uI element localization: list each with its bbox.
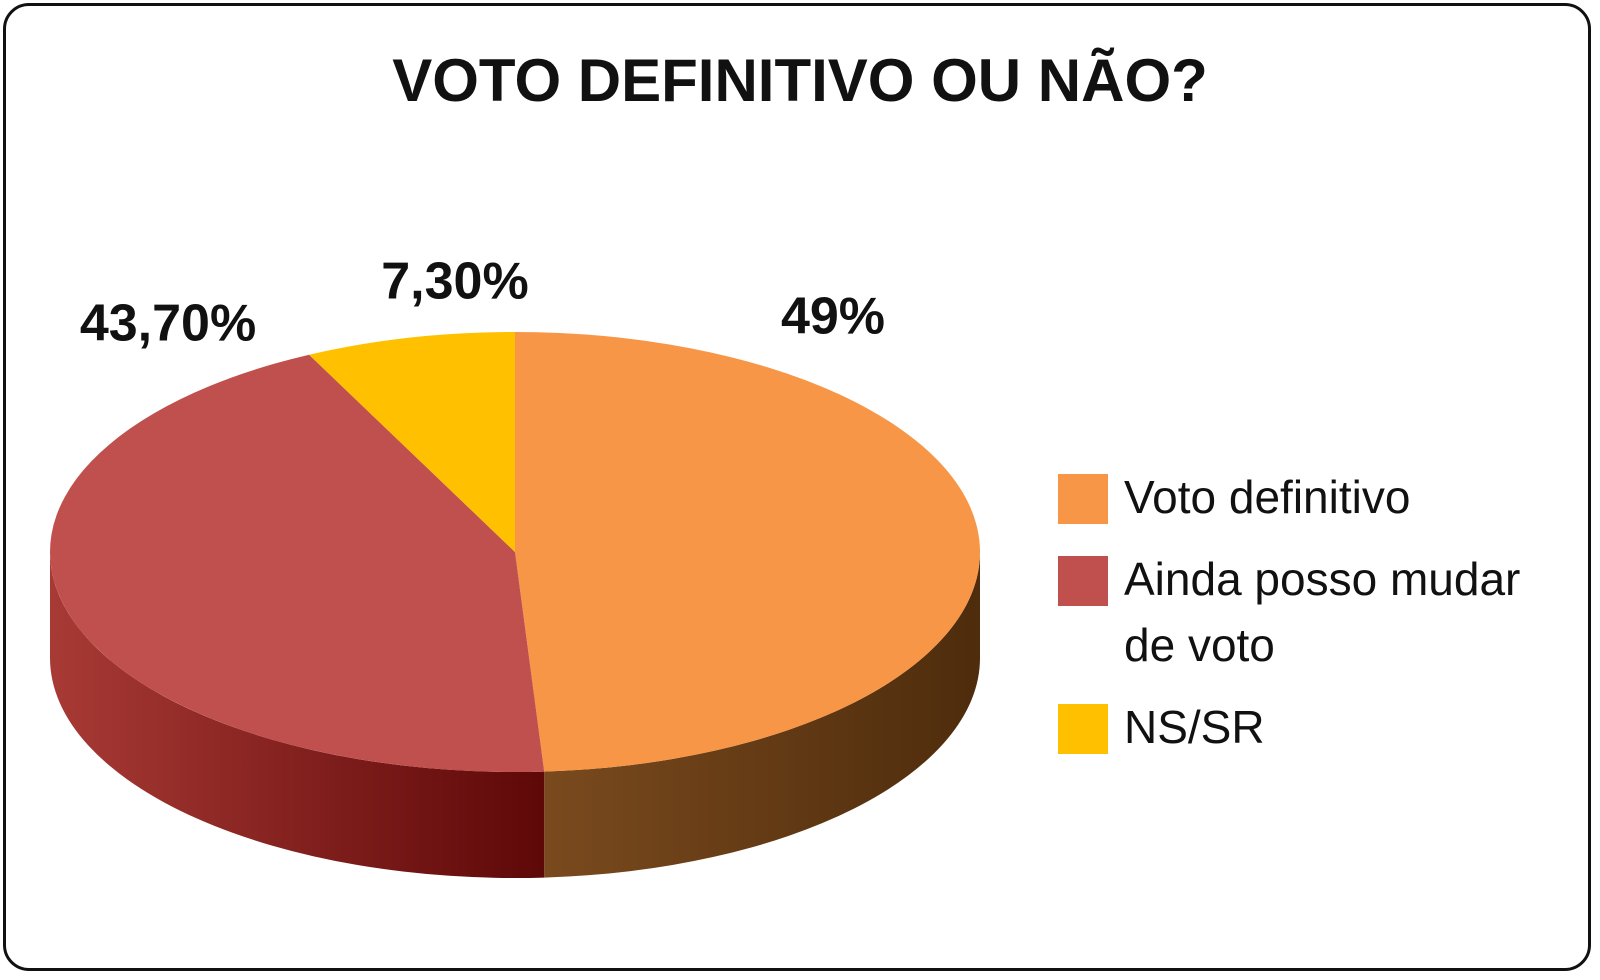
legend-label: Voto definitivo — [1124, 471, 1411, 523]
chart-title: VOTO DEFINITIVO OU NÃO? — [392, 47, 1208, 114]
legend-swatch — [1058, 556, 1108, 606]
slice-side — [50, 552, 545, 878]
legend-swatch — [1058, 474, 1108, 524]
legend-label: Ainda posso mudar de voto — [1124, 553, 1521, 671]
legend-item: Voto definitivo — [1058, 470, 1578, 530]
slice — [515, 332, 980, 772]
legend-label: NS/SR — [1124, 701, 1265, 753]
chart-frame — [3, 3, 1591, 971]
slice — [309, 332, 515, 552]
legend-item: Ainda posso mudar de voto — [1058, 552, 1578, 678]
data-label: 49% — [781, 288, 885, 346]
slice-side — [544, 552, 980, 878]
data-label: 7,30% — [381, 253, 528, 311]
legend: Voto definitivo Ainda posso mudar de voto… — [1058, 470, 1578, 782]
data-label: 43,70% — [80, 295, 256, 353]
legend-item: NS/SR — [1058, 700, 1578, 760]
slice — [50, 354, 545, 772]
legend-swatch — [1058, 704, 1108, 754]
